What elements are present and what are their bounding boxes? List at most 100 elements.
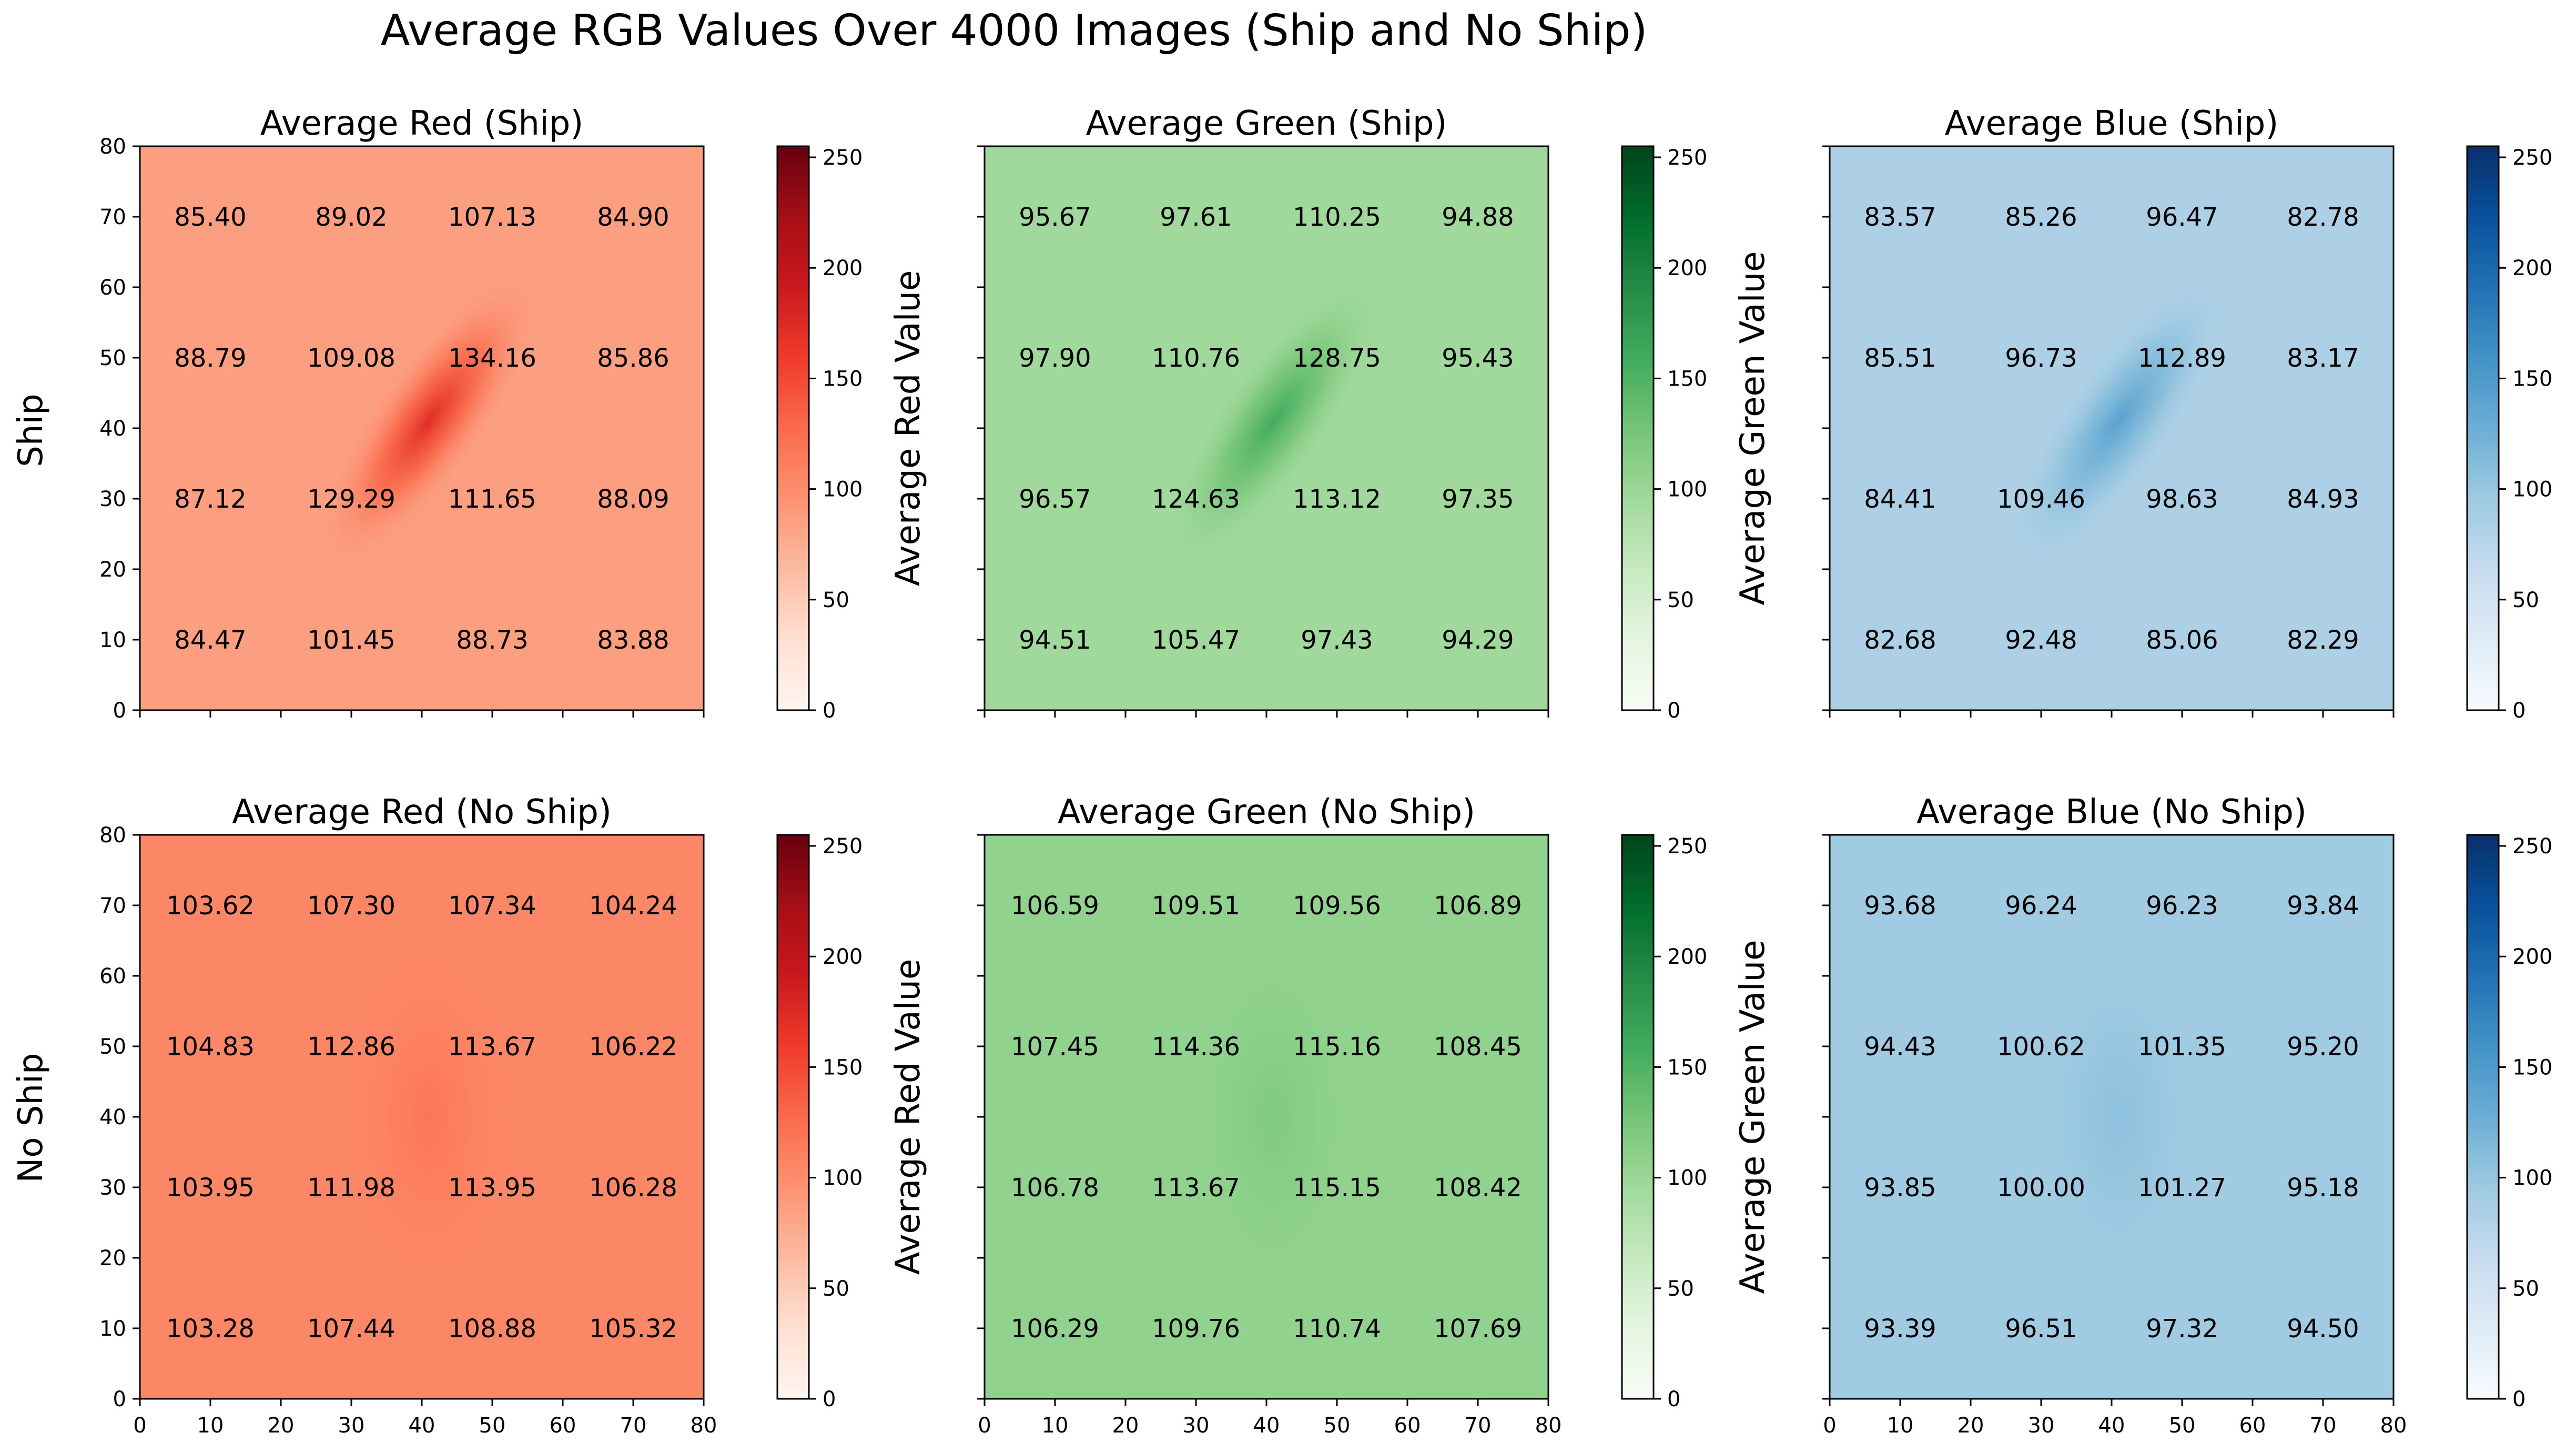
cell-value-label: 108.42 [1434, 1173, 1522, 1203]
heatmap-feature [344, 941, 514, 1293]
heatmap-feature [318, 273, 540, 569]
cell-value-label: 115.15 [1293, 1173, 1381, 1203]
cell-value-label: 101.45 [307, 625, 395, 655]
cell-value-label: 109.08 [307, 344, 395, 373]
colorbar-tick-label: 150 [2512, 367, 2552, 391]
cell-value-label: 105.47 [1152, 625, 1240, 655]
y-tick-label: 40 [99, 1105, 126, 1129]
colorbar-tick-label: 100 [1667, 478, 1707, 502]
colorbar-tick-label: 50 [1667, 588, 1694, 612]
colorbar-tick-label: 200 [823, 945, 863, 969]
panel-title: Average Red (No Ship) [232, 793, 612, 832]
cell-value-label: 104.24 [589, 891, 677, 921]
cell-value-label: 94.29 [1442, 625, 1514, 655]
cell-value-label: 105.32 [589, 1314, 677, 1344]
y-tick-label: 50 [99, 1035, 126, 1059]
cell-value-label: 97.43 [1301, 625, 1373, 655]
y-tick-label: 80 [99, 135, 126, 159]
x-tick-label: 50 [2169, 1414, 2196, 1438]
colorbar-tick-label: 50 [823, 588, 849, 612]
heatmap-image [1830, 835, 2394, 1399]
cell-value-label: 110.76 [1152, 344, 1240, 373]
cell-value-label: 83.17 [2287, 344, 2359, 373]
colorbar-tick-label: 50 [823, 1277, 849, 1301]
colorbar [2466, 834, 2500, 1400]
heatmap-feature [1189, 941, 1358, 1293]
cell-value-label: 111.98 [307, 1173, 395, 1203]
cell-value-label: 94.88 [1442, 203, 1514, 232]
cell-value-label: 88.79 [174, 344, 246, 373]
heatmap-panel: 0 10 20 30 40 50 60 70 80 0 10 20 30 40 50 60 70 80 Averag… [99, 793, 928, 1438]
colorbar-tick-label: 100 [823, 1166, 863, 1190]
cell-value-label: 97.90 [1019, 344, 1091, 373]
cell-value-label: 84.41 [1864, 485, 1936, 514]
y-tick-label: 10 [99, 628, 126, 652]
cell-value-label: 94.43 [1864, 1032, 1936, 1062]
y-tick-label: 20 [99, 1246, 126, 1270]
cell-value-label: 96.57 [1019, 485, 1091, 514]
colorbar-label: Average Red Value [889, 270, 928, 587]
panel-title: Average Green (Ship) [1086, 104, 1447, 143]
heatmap-image [140, 835, 704, 1399]
y-tick-label: 70 [99, 205, 126, 229]
x-tick-label: 30 [1183, 1414, 1210, 1438]
x-tick-label: 20 [1958, 1414, 1984, 1438]
x-tick-label: 20 [268, 1414, 295, 1438]
cell-value-label: 106.22 [589, 1032, 677, 1062]
colorbar-tick-label: 250 [823, 834, 863, 859]
cell-value-label: 109.46 [1997, 485, 2085, 514]
y-tick-label: 0 [113, 1387, 126, 1411]
cell-value-label: 134.16 [448, 344, 536, 373]
cell-value-label: 107.44 [307, 1314, 395, 1344]
colorbar-tick-label: 50 [2512, 1277, 2539, 1301]
y-tick-label: 60 [99, 276, 126, 300]
cell-value-label: 82.29 [2287, 625, 2359, 655]
colorbar-tick-label: 0 [823, 1387, 836, 1411]
cell-value-label: 100.00 [1997, 1173, 2085, 1203]
row-label-no-ship: No Ship [12, 1053, 50, 1183]
colorbar-label: Average Green Value [1733, 940, 1772, 1294]
x-tick-label: 10 [197, 1414, 224, 1438]
cell-value-label: 93.84 [2287, 891, 2359, 921]
cell-value-label: 113.67 [448, 1032, 536, 1062]
cell-value-label: 106.78 [1011, 1173, 1099, 1203]
colorbar-tick-label: 250 [1667, 834, 1707, 859]
cell-value-label: 129.29 [307, 485, 395, 514]
cell-value-label: 108.45 [1434, 1032, 1522, 1062]
cell-value-label: 93.85 [1864, 1173, 1936, 1203]
y-tick-label: 0 [113, 699, 126, 723]
x-tick-label: 70 [620, 1414, 647, 1438]
colorbar-tick-label: 0 [823, 699, 836, 723]
cell-value-label: 84.47 [174, 625, 246, 655]
cell-value-label: 104.83 [166, 1032, 255, 1062]
colorbar-tick-label: 150 [2512, 1055, 2552, 1079]
cell-value-label: 95.20 [2287, 1032, 2359, 1062]
heatmap-image [140, 146, 704, 710]
y-tick-label: 50 [99, 346, 126, 370]
y-tick-label: 30 [99, 487, 126, 511]
colorbar-tick-label: 100 [1667, 1166, 1707, 1190]
x-tick-label: 50 [1324, 1414, 1351, 1438]
x-tick-label: 70 [2310, 1414, 2337, 1438]
x-tick-label: 30 [338, 1414, 365, 1438]
cell-value-label: 113.67 [1152, 1173, 1240, 1203]
cell-value-label: 101.35 [2138, 1032, 2226, 1062]
heatmap-feature [1162, 273, 1385, 569]
colorbar-tick-label: 0 [1667, 699, 1680, 723]
heatmap-panel: 0 10 20 30 40 50 60 70 80 Average Blue (No Ship) 9… [1822, 793, 2552, 1438]
x-tick-label: 40 [2098, 1414, 2125, 1438]
y-tick-label: 70 [99, 894, 126, 918]
cell-value-label: 83.88 [597, 625, 669, 655]
colorbar-tick-label: 50 [2512, 588, 2539, 612]
colorbar-tick-label: 200 [1667, 256, 1707, 280]
cell-value-label: 88.09 [597, 485, 669, 514]
cell-value-label: 112.89 [2138, 344, 2226, 373]
cell-value-label: 114.36 [1152, 1032, 1240, 1062]
colorbar [776, 834, 810, 1400]
panel-title: Average Red (Ship) [260, 104, 584, 143]
cell-value-label: 85.51 [1864, 344, 1936, 373]
cell-value-label: 109.76 [1152, 1314, 1240, 1344]
cell-value-label: 106.28 [589, 1173, 677, 1203]
cell-value-label: 93.39 [1864, 1314, 1936, 1344]
x-tick-label: 0 [1823, 1414, 1836, 1438]
